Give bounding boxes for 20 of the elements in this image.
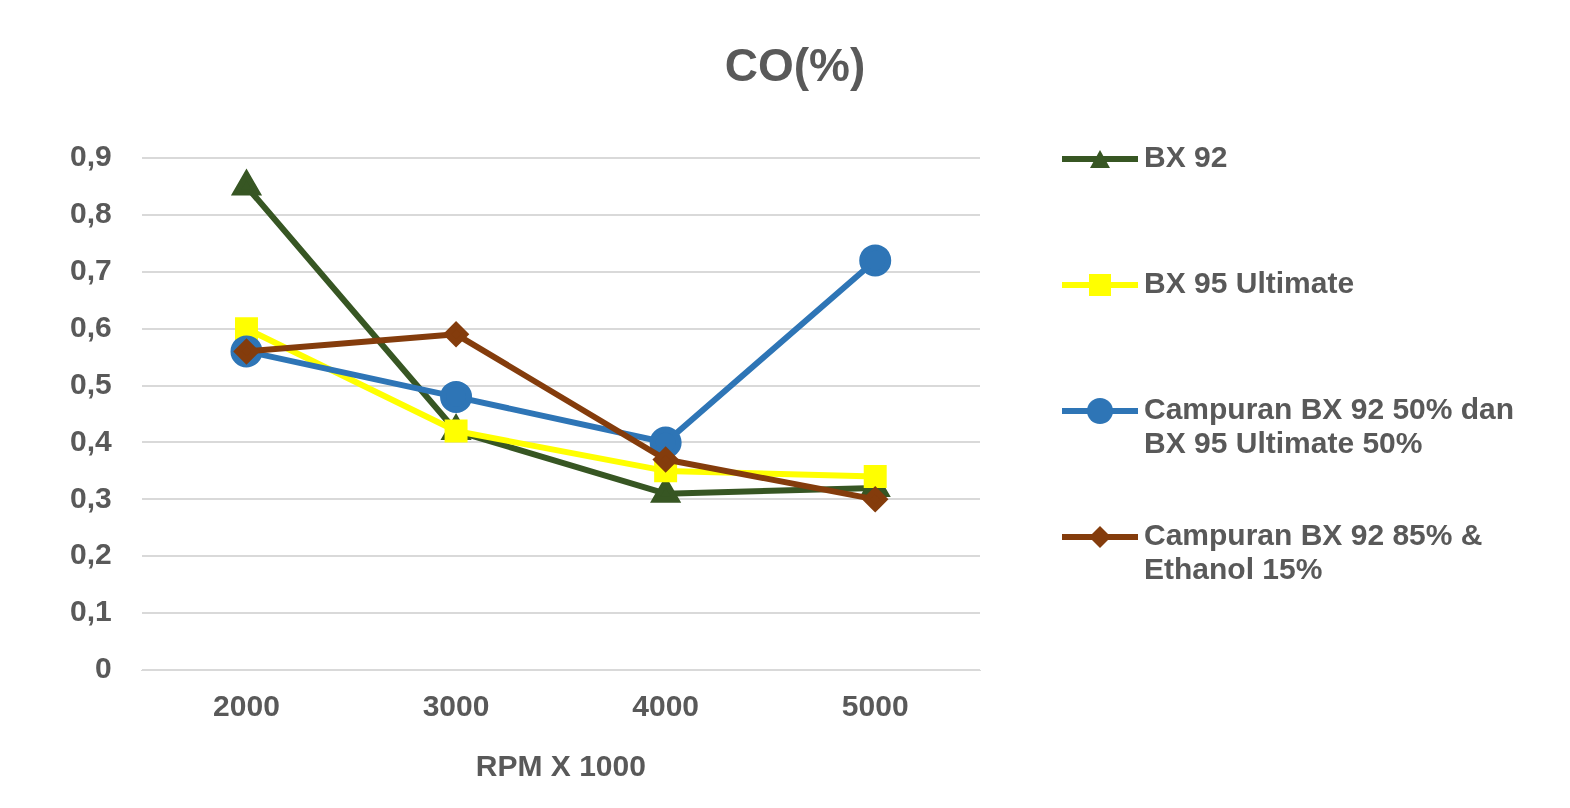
legend-label: Campuran BX 92 85% & Ethanol 15% [1144, 518, 1484, 586]
legend-label: BX 92 [1144, 140, 1228, 174]
x-tick-label: 5000 [841, 689, 909, 723]
y-tick-label: 0,4 [69, 423, 112, 457]
y-tick-label: 0,3 [69, 480, 112, 514]
y-tick-label: 0,5 [69, 366, 112, 400]
legend-label: BX 95 Ultimate [1144, 266, 1355, 300]
x-axis-title: RPM X 1000 [475, 749, 646, 783]
y-tick-label: 0,8 [69, 196, 112, 230]
x-tick-label: 3000 [422, 689, 490, 723]
chart-title: CO(%) [723, 38, 867, 92]
y-tick-label: 0,2 [69, 537, 112, 571]
legend-label: Campuran BX 92 50% dan BX 95 Ultimate 50% [1144, 392, 1516, 460]
y-tick-label: 0,6 [69, 309, 112, 343]
y-tick-label: 0,7 [69, 253, 112, 287]
y-tick-label: 0,9 [69, 139, 112, 173]
x-tick-label: 4000 [632, 689, 700, 723]
y-tick-label: 0 [95, 651, 112, 685]
x-tick-label: 2000 [213, 689, 280, 723]
y-tick-label: 0,1 [69, 594, 112, 628]
